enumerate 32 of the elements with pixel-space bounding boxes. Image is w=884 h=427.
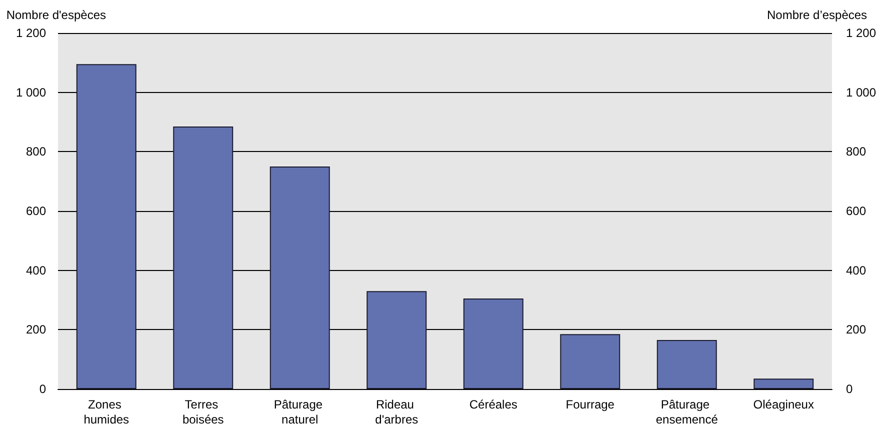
y-tick-label: 600 — [26, 204, 46, 218]
y-axis-title: Nombre d'espèces — [6, 8, 106, 22]
bar — [173, 126, 234, 389]
x-tick-label: Céréales — [469, 398, 518, 412]
x-tick-label: Pâturage naturel — [274, 398, 326, 426]
y-tick-label: 800 — [26, 144, 46, 159]
bar — [270, 166, 330, 389]
y2-tick-label: 1 000 — [846, 85, 876, 100]
y-tick-label: 400 — [26, 263, 46, 278]
bar — [366, 291, 427, 389]
y2-tick-label: 400 — [846, 263, 866, 278]
y-tick-label: 1 200 — [16, 26, 46, 40]
y2-tick-label: 800 — [846, 144, 866, 159]
y2-tick-label: 600 — [846, 204, 866, 218]
bar — [76, 64, 136, 389]
y2-axis-title: Nombre d’espèces — [767, 8, 868, 22]
bar — [560, 334, 620, 389]
x-tick-label: Terres boisées — [182, 398, 224, 426]
y-tick-label: 0 — [39, 382, 46, 396]
x-tick-label: Zones humides — [84, 398, 130, 426]
x-tick-label: Fourrage — [566, 398, 615, 412]
bar — [656, 340, 717, 389]
bar — [754, 378, 814, 389]
y-tick-label: 1 000 — [16, 85, 46, 100]
x-tick-label: Oléagineux — [753, 398, 814, 412]
x-tick-label: Pâturage ensemencé — [656, 398, 718, 426]
bar — [463, 298, 524, 389]
y-tick-label: 200 — [26, 322, 46, 337]
y2-tick-label: 200 — [846, 322, 866, 337]
x-tick-label: Rideau d'arbres — [375, 398, 418, 426]
y2-tick-label: 1 200 — [846, 26, 876, 40]
y2-tick-label: 0 — [846, 382, 853, 396]
